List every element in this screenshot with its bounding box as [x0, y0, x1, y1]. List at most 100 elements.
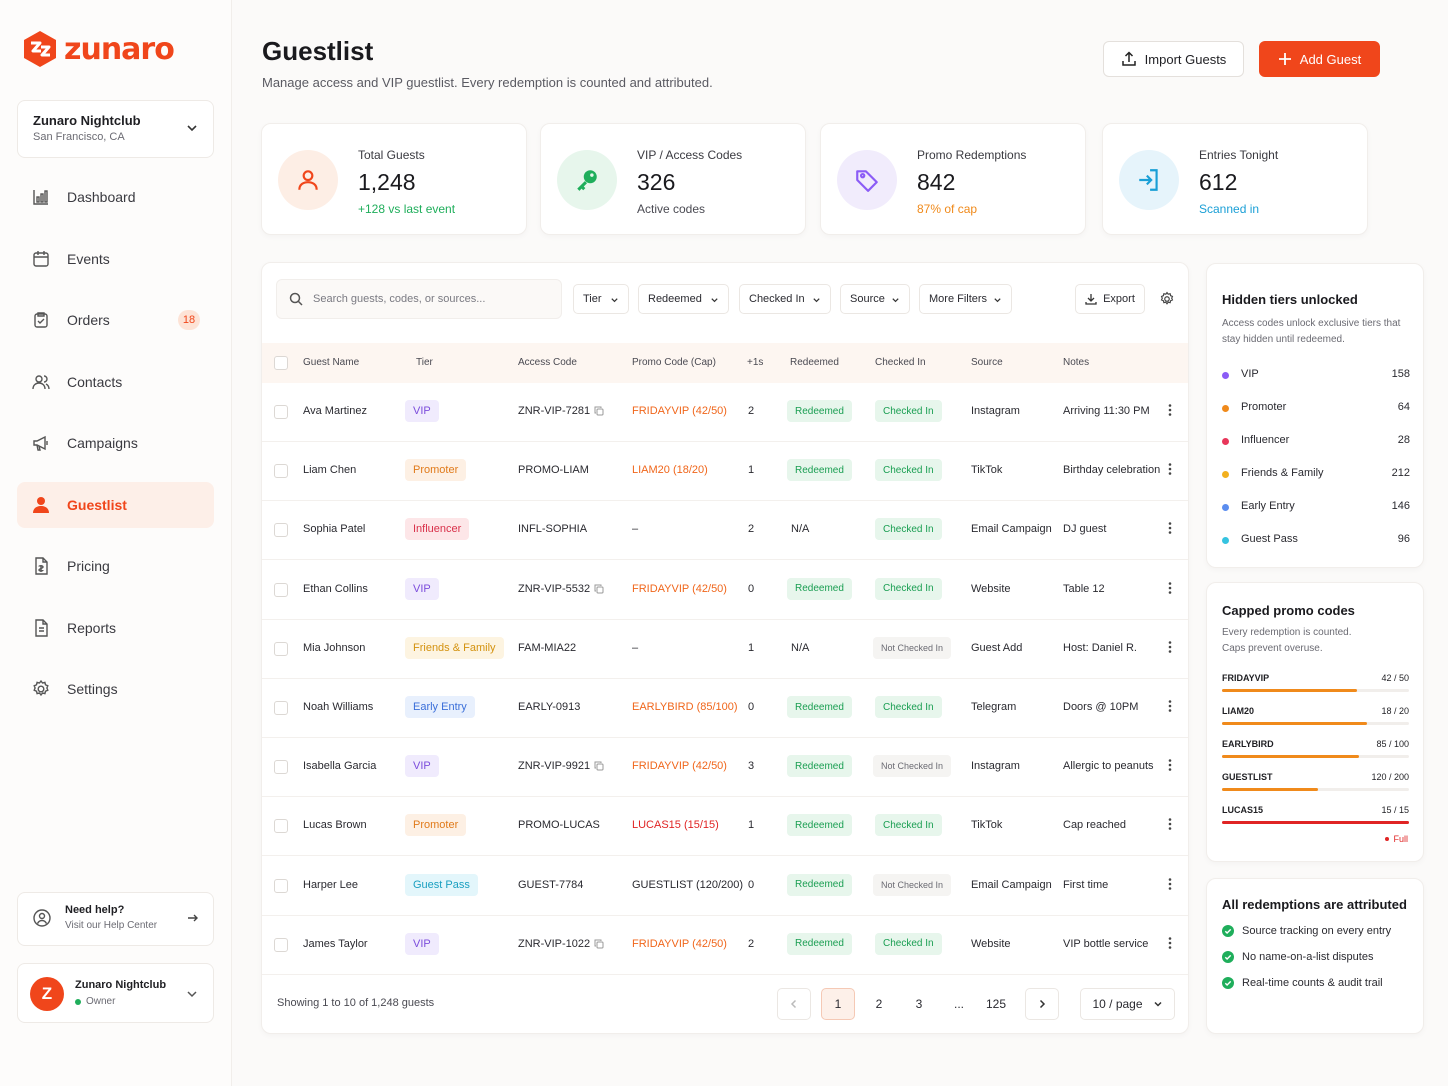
prev-page-button[interactable]	[777, 988, 811, 1020]
column-header[interactable]: Guest Name	[303, 357, 360, 368]
copy-icon[interactable]	[594, 406, 604, 416]
table-row[interactable]: Noah Williams Early Entry EARLY-0913 EAR…	[262, 679, 1188, 738]
guest-name[interactable]: Sophia Patel	[303, 523, 366, 536]
filter-more[interactable]: More Filters	[919, 284, 1012, 314]
guest-name[interactable]: Liam Chen	[303, 464, 357, 477]
user-menu[interactable]: Z Zunaro Nightclub Owner	[17, 963, 214, 1023]
more-options-icon[interactable]	[1168, 699, 1172, 713]
guest-name[interactable]: James Taylor	[303, 937, 368, 950]
table-row[interactable]: Ethan Collins VIP ZNR-VIP-5532 FRIDAYVIP…	[262, 561, 1188, 620]
import-guests-button[interactable]: Import Guests	[1103, 41, 1244, 77]
tier-badge: Early Entry	[405, 696, 475, 718]
venue-location: San Francisco, CA	[33, 131, 125, 143]
row-checkbox[interactable]	[274, 878, 288, 893]
nav-label: Campaigns	[67, 435, 138, 451]
guest-name[interactable]: Isabella Garcia	[303, 760, 377, 773]
more-options-icon[interactable]	[1168, 462, 1172, 476]
table-row[interactable]: Harper Lee Guest Pass GUEST-7784 GUESTLI…	[262, 857, 1188, 916]
column-header[interactable]: Checked In	[875, 357, 926, 368]
row-checkbox[interactable]	[274, 701, 288, 715]
table-row[interactable]: James Taylor VIP ZNR-VIP-1022 FRIDAYVIP …	[262, 916, 1188, 975]
more-options-icon[interactable]	[1168, 403, 1172, 417]
access-code-text: ZNR-VIP-9921	[518, 760, 591, 773]
copy-icon[interactable]	[594, 761, 604, 771]
guest-name[interactable]: Noah Williams	[303, 701, 374, 713]
access-code-text: ZNR-VIP-5532	[518, 582, 591, 595]
guest-name[interactable]: Harper Lee	[303, 878, 359, 891]
check-circle-icon	[1222, 925, 1234, 937]
venue-selector[interactable]: Zunaro Nightclub San Francisco, CA	[17, 100, 214, 158]
table-row[interactable]: Isabella Garcia VIP ZNR-VIP-9921 FRIDAYV…	[262, 738, 1188, 798]
nav-item-contacts[interactable]: Contacts	[17, 359, 214, 405]
tier-row: Promoter 64	[1222, 401, 1410, 417]
search-input[interactable]	[313, 293, 553, 305]
filter-source[interactable]: Source	[840, 284, 910, 314]
filter-tier[interactable]: Tier	[573, 284, 629, 314]
tier-color-dot	[1222, 471, 1229, 478]
table-row[interactable]: Lucas Brown Promoter PROMO-LUCAS LUCAS15…	[262, 797, 1188, 857]
nav-item-settings[interactable]: Settings	[17, 666, 214, 712]
column-header[interactable]: Redeemed	[790, 357, 839, 368]
more-options-icon[interactable]	[1168, 521, 1172, 535]
row-checkbox[interactable]	[274, 641, 288, 656]
copy-icon[interactable]	[594, 584, 604, 594]
page-button-current[interactable]: 1	[821, 988, 855, 1020]
page-button[interactable]: 125	[985, 997, 1007, 1011]
column-header[interactable]: +1s	[747, 357, 764, 368]
full-indicator: Full	[1385, 834, 1408, 844]
stat-label: Total Guests	[358, 148, 425, 162]
row-checkbox[interactable]	[274, 937, 288, 952]
nav-item-events[interactable]: Events	[17, 236, 214, 282]
page-button[interactable]: 2	[875, 997, 883, 1011]
row-checkbox[interactable]	[274, 523, 288, 538]
nav-item-reports[interactable]: Reports	[17, 605, 214, 651]
column-header[interactable]: Promo Code (Cap)	[632, 357, 716, 368]
select-all-checkbox[interactable]	[274, 356, 288, 370]
more-options-icon[interactable]	[1168, 936, 1172, 950]
table-settings-gear-icon[interactable]	[1159, 291, 1175, 307]
check-circle-icon	[1222, 951, 1234, 963]
table-row[interactable]: Mia Johnson Friends & Family FAM-MIA22 –…	[262, 620, 1188, 679]
export-button[interactable]: Export	[1075, 284, 1145, 314]
nav-item-campaigns[interactable]: Campaigns	[17, 420, 214, 466]
more-options-icon[interactable]	[1168, 877, 1172, 891]
table-row[interactable]: Liam Chen Promoter PROMO-LIAM LIAM20 (18…	[262, 442, 1188, 502]
guest-name[interactable]: Ava Martinez	[303, 405, 367, 417]
next-page-button[interactable]	[1025, 988, 1059, 1020]
more-options-icon[interactable]	[1168, 817, 1172, 831]
column-header[interactable]: Notes	[1063, 357, 1090, 368]
row-checkbox[interactable]	[274, 405, 288, 419]
more-options-icon[interactable]	[1168, 758, 1172, 772]
notes: VIP bottle service	[1063, 937, 1149, 950]
nav-item-pricing[interactable]: Pricing	[17, 543, 214, 589]
search-box[interactable]	[276, 279, 562, 319]
plus-ones: 0	[748, 701, 755, 713]
more-options-icon[interactable]	[1168, 640, 1172, 654]
table-row[interactable]: Sophia Patel Influencer INFL-SOPHIA – 2 …	[262, 501, 1188, 561]
help-center-link[interactable]: Need help? Visit our Help Center	[17, 892, 214, 946]
row-checkbox[interactable]	[274, 819, 288, 834]
column-header[interactable]: Source	[971, 357, 1003, 368]
nav-item-orders[interactable]: Orders 18	[17, 297, 214, 343]
row-checkbox[interactable]	[274, 760, 288, 775]
guest-name[interactable]: Mia Johnson	[303, 641, 366, 654]
column-header[interactable]: Tier	[416, 357, 433, 368]
row-checkbox[interactable]	[274, 582, 288, 597]
filter-checked-in[interactable]: Checked In	[739, 284, 831, 314]
row-checkbox[interactable]	[274, 464, 288, 479]
brand-logo[interactable]: zunaro	[22, 30, 175, 68]
tier-badge: Guest Pass	[405, 873, 478, 896]
per-page-select[interactable]: 10 / page	[1080, 988, 1175, 1020]
copy-icon[interactable]	[594, 939, 604, 949]
filter-redeemed[interactable]: Redeemed	[638, 284, 729, 314]
guest-name[interactable]: Ethan Collins	[303, 582, 368, 595]
table-row[interactable]: Ava Martinez VIP ZNR-VIP-7281 FRIDAYVIP …	[262, 383, 1188, 442]
more-options-icon[interactable]	[1168, 581, 1172, 595]
guest-name[interactable]: Lucas Brown	[303, 819, 367, 832]
nav-item-dashboard[interactable]: Dashboard	[17, 174, 214, 220]
page-button[interactable]: 3	[915, 997, 923, 1011]
column-header[interactable]: Access Code	[518, 357, 577, 368]
nav-item-guestlist[interactable]: Guestlist	[17, 481, 214, 528]
nav-label: Settings	[67, 681, 118, 697]
add-guest-button[interactable]: Add Guest	[1259, 41, 1380, 77]
